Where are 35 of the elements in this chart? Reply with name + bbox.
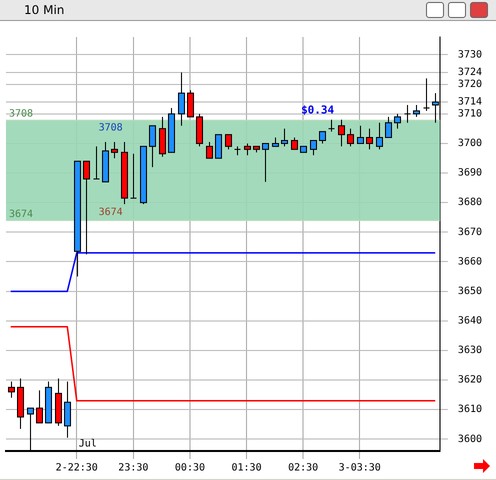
y-tick-label: 3610 [458, 404, 482, 416]
y-tick-label: 3730 [458, 49, 482, 60]
y-tick-label: 3680 [458, 197, 482, 208]
x-tick-label: 23:30 [118, 462, 148, 474]
candlestick [423, 78, 430, 112]
y-tick-label: 3620 [458, 374, 482, 386]
candlestick [130, 153, 137, 199]
x-tick-label: 3-03:30 [338, 462, 381, 474]
ref-line-label: 3674 [9, 208, 34, 220]
x-tick-label: 2-22:30 [56, 462, 98, 474]
chart-title: 10 Min [24, 3, 64, 17]
annotation: 3674 [98, 206, 123, 218]
y-tick-label: 3714 [458, 96, 482, 108]
annotation: 3708 [98, 122, 123, 134]
annotation: Jul [78, 438, 97, 450]
candlestick [93, 146, 100, 180]
y-tick-label: 3700 [458, 138, 482, 150]
candlestick [328, 119, 335, 132]
y-tick-label: 3710 [458, 108, 482, 120]
y-tick-label: 3720 [458, 78, 482, 90]
y-tick-label: 3640 [458, 315, 482, 326]
candlestick [404, 104, 411, 124]
candlestick [234, 146, 241, 156]
y-tick-label: 3690 [458, 168, 482, 179]
x-tick-label: 00:30 [174, 462, 205, 474]
y-tick-label: 3670 [458, 226, 482, 238]
y-tick-label: 3600 [458, 434, 482, 445]
y-tick-label: 3660 [458, 256, 482, 268]
y-tick-label: 3724 [458, 67, 482, 78]
x-tick-label: 01:30 [231, 462, 262, 474]
x-tick-label: 02:30 [288, 462, 318, 474]
ref-line-label: 3708 [9, 108, 34, 120]
y-tick-label: 3630 [458, 345, 482, 356]
annotation: $0.34 [301, 104, 335, 117]
y-tick-label: 3650 [458, 286, 482, 297]
